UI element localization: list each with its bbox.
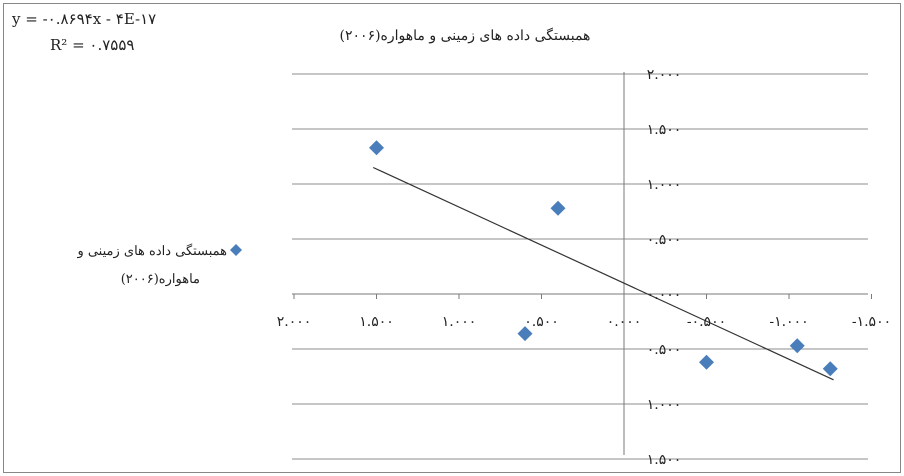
- trendline: [372, 166, 834, 381]
- x-tick-label-7: ۲.۰۰۰: [277, 314, 312, 330]
- y-tick-label-2: ۱.۰۰۰: [647, 177, 682, 193]
- y-tick-label-7: ۱.۵۰۰: [647, 452, 682, 468]
- y-tick-label-3: ۰.۵۰۰: [647, 232, 682, 248]
- data-point-2: [517, 326, 533, 342]
- y-tick-label-5: ۰.۵۰۰: [647, 342, 682, 358]
- data-point-3: [699, 354, 714, 370]
- x-tick-label-3: ۰.۰۰۰: [607, 314, 642, 330]
- r-squared-label: R² = ۰.۷۵۵۹: [50, 36, 134, 54]
- x-tick-label-2: -۰.۵۰۰: [687, 314, 726, 330]
- axes: [292, 72, 872, 455]
- y-tick-label-1: ۱.۵۰۰: [647, 122, 682, 138]
- data-point-5: [822, 361, 838, 377]
- chart-title: همبستگی داده های زمینی و ماهواره(۲۰۰۶): [340, 27, 591, 44]
- y-tick-label-0: ۲.۰۰۰: [647, 67, 682, 83]
- trendline-group: [372, 166, 834, 381]
- y-tick-label-6: ۱.۰۰۰: [647, 397, 682, 413]
- x-tick-label-1: -۱.۰۰۰: [769, 314, 808, 330]
- data-points: [369, 140, 838, 377]
- tick-labels: ۲.۰۰۰ ۱.۵۰۰ ۱.۰۰۰ ۰.۵۰۰ ۰.۰۰۰ ۰.۵۰۰ ۱.۰۰۰ ۱.۵۰۰…: [277, 67, 891, 468]
- x-tick-label-5: ۱.۰۰۰: [442, 314, 477, 330]
- x-tick-label-0: -۱.۵۰۰: [852, 314, 891, 330]
- data-point-0: [369, 140, 384, 156]
- x-tick-label-4: ۰.۵۰۰: [524, 314, 559, 330]
- data-point-4: [789, 338, 805, 354]
- gridlines: [292, 73, 868, 460]
- x-tick-label-6: ۱.۵۰۰: [359, 314, 394, 330]
- trendline-equation: y = -۰.۸۶۹۴x - ۴E-۱۷: [11, 10, 156, 28]
- legend: همبستگی داده های زمینی و ماهواره(۲۰۰۶): [76, 243, 242, 287]
- legend-label-line1: همبستگی داده های زمینی و: [76, 243, 227, 259]
- y-tick-label-4: ۰.۰۰۰: [647, 287, 682, 303]
- legend-diamond-icon: [230, 244, 242, 256]
- legend-label-line2: ماهواره(۲۰۰۶): [121, 272, 200, 287]
- chart-frame: [3, 3, 901, 473]
- data-point-1: [550, 200, 566, 216]
